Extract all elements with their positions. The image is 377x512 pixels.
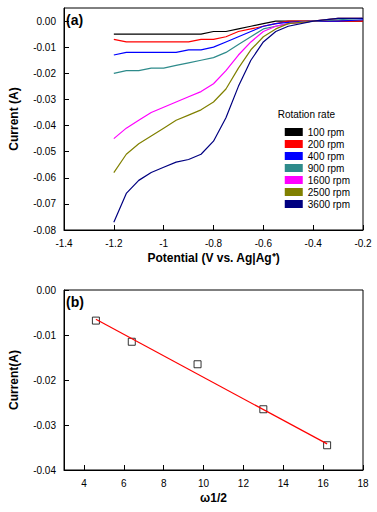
svg-text:900 rpm: 900 rpm [308,163,345,174]
svg-text:-0.01: -0.01 [33,330,56,341]
svg-text:ω1/2: ω1/2 [200,491,227,505]
svg-text:-0.4: -0.4 [305,238,323,249]
svg-text:3600 rpm: 3600 rpm [308,199,350,210]
svg-text:-0.03: -0.03 [33,94,56,105]
svg-text:-0.01: -0.01 [33,42,56,53]
svg-text:-0.02: -0.02 [33,68,56,79]
svg-text:(b): (b) [66,294,84,310]
svg-text:400 rpm: 400 rpm [308,151,345,162]
svg-text:4: 4 [81,478,87,489]
svg-text:-0.02: -0.02 [33,375,56,386]
svg-text:-1: -1 [159,238,168,249]
svg-text:18: 18 [357,478,369,489]
svg-text:-0.03: -0.03 [33,420,56,431]
svg-text:-0.04: -0.04 [33,120,56,131]
svg-text:-0.8: -0.8 [205,238,223,249]
svg-text:-0.05: -0.05 [33,146,56,157]
svg-text:-0.2: -0.2 [354,238,372,249]
svg-text:Current (A): Current (A) [7,87,21,150]
svg-text:-0.04: -0.04 [33,465,56,476]
svg-text:12: 12 [238,478,250,489]
svg-text:-0.06: -0.06 [33,172,56,183]
svg-text:14: 14 [278,478,290,489]
svg-text:100 rpm: 100 rpm [308,127,345,138]
svg-text:-1.4: -1.4 [55,238,73,249]
svg-text:8: 8 [161,478,167,489]
svg-text:10: 10 [198,478,210,489]
svg-text:0.00: 0.00 [37,285,57,296]
svg-text:-0.08: -0.08 [33,225,56,236]
svg-text:-0.6: -0.6 [255,238,273,249]
svg-text:-1.2: -1.2 [105,238,123,249]
svg-text:(a): (a) [66,12,83,28]
svg-text:200 rpm: 200 rpm [308,139,345,150]
svg-text:Rotation rate: Rotation rate [278,109,336,120]
svg-text:Current(A): Current(A) [7,350,21,410]
svg-text:6: 6 [121,478,127,489]
svg-text:Potential (V vs. Ag|Ag⁺): Potential (V vs. Ag|Ag⁺) [147,251,279,265]
svg-text:2500 rpm: 2500 rpm [308,187,350,198]
svg-text:-0.07: -0.07 [33,198,56,209]
svg-text:16: 16 [318,478,330,489]
svg-text:0.00: 0.00 [37,16,57,27]
svg-text:1600 rpm: 1600 rpm [308,175,350,186]
